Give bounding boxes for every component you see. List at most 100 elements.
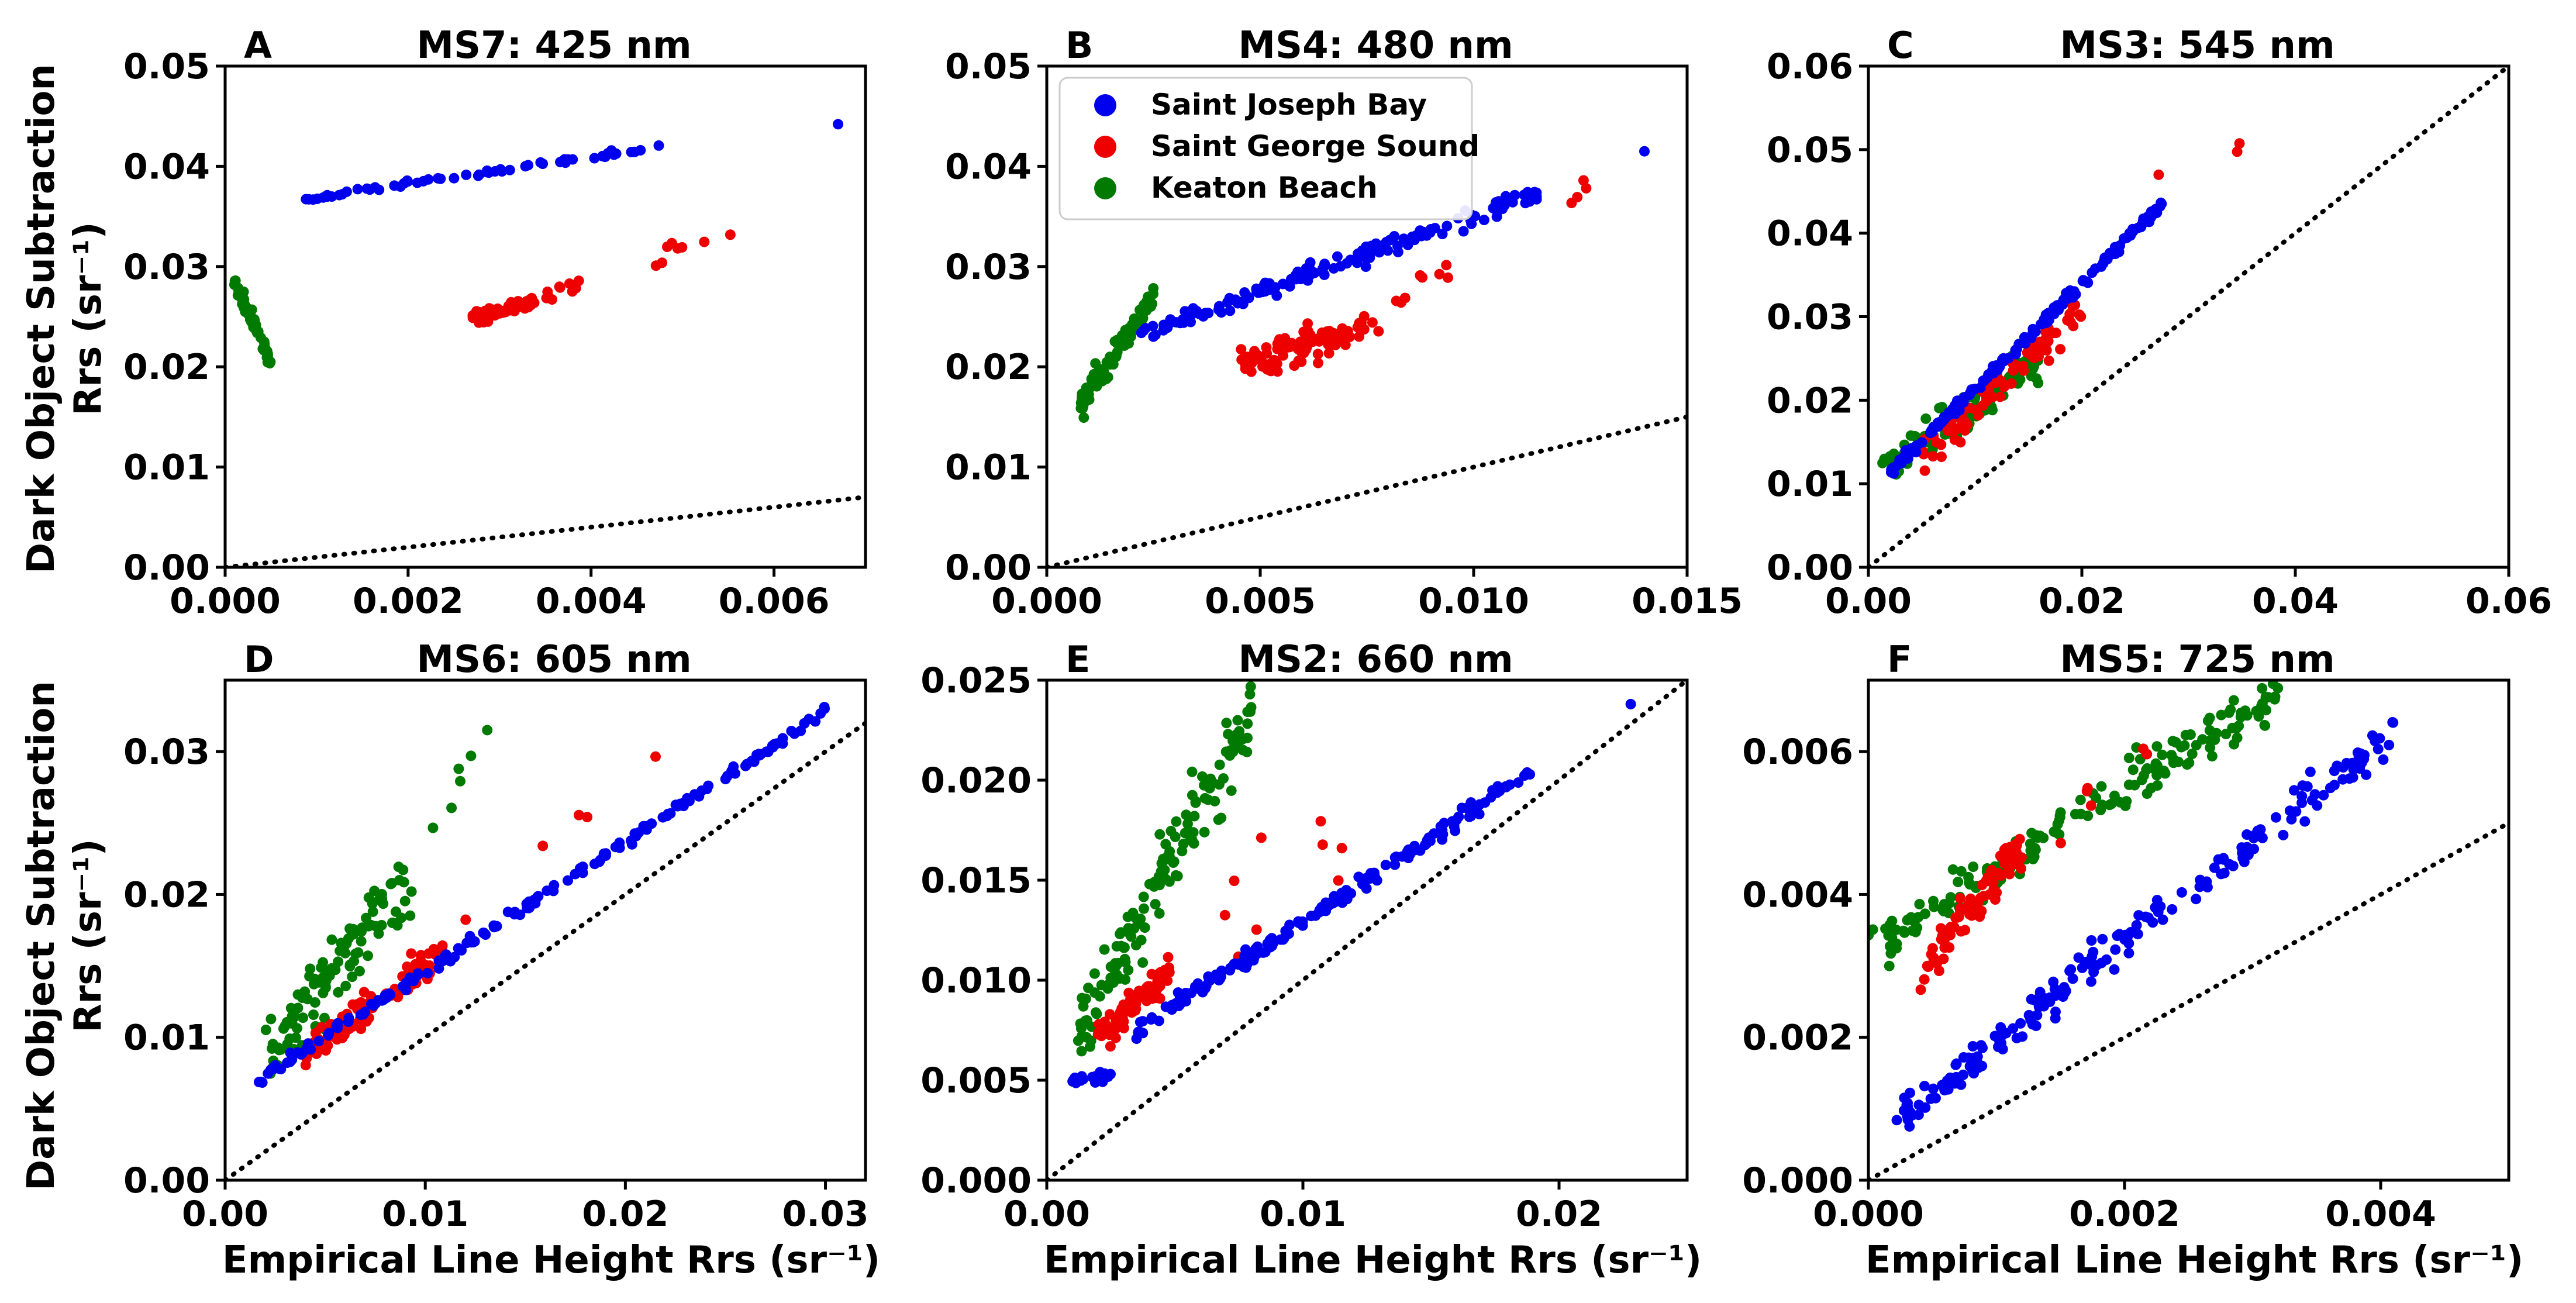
panel-e-point-saint-george-sound <box>1112 1022 1123 1033</box>
panel-f-ytick-label: 0.002 <box>1742 1018 1853 1059</box>
panel-e-point-keaton-beach <box>1137 957 1149 968</box>
panel-d-ytick-label: 0.02 <box>123 874 210 915</box>
panel-e-point-saint-george-sound <box>1152 976 1163 987</box>
panel-f-ytick-label: 0.006 <box>1742 732 1853 773</box>
panel-a-ytick-label: 0.03 <box>123 247 210 288</box>
panel-b-point-saint-joseph-bay <box>1260 279 1271 290</box>
panels-group: 0.000 0.002 0.004 0.006 0.00 0.01 0.02 0.03 0.04… <box>123 24 2552 1282</box>
panel-f-point-keaton-beach <box>2223 707 2234 718</box>
panel-f-point-saint-joseph-bay <box>2195 874 2206 885</box>
panel-f-point-keaton-beach <box>2075 808 2087 819</box>
panel-f-point-saint-george-sound <box>1956 926 1967 937</box>
panel-e-point-keaton-beach <box>1226 785 1237 796</box>
panel-e-point-keaton-beach <box>1120 957 1131 968</box>
panel-f-point-saint-joseph-bay <box>1920 1102 1931 1113</box>
panel-c-point-saint-joseph-bay <box>1900 451 1911 462</box>
panel-e-point-keaton-beach <box>1172 871 1183 881</box>
panel-e-point-saint-george-sound <box>1256 832 1267 843</box>
panel-c-xtick-label: 0.06 <box>2465 581 2552 622</box>
panel-d-point-saint-joseph-bay <box>404 972 415 983</box>
panel-e-ytick-label: 0.020 <box>920 760 1032 801</box>
panel-e-point-saint-joseph-bay <box>1229 959 1240 970</box>
panel-a-point-saint-joseph-bay <box>322 191 333 202</box>
panel-e-point-saint-george-sound <box>1333 875 1344 886</box>
panel-c-ytick-label: 0.03 <box>1767 297 1853 338</box>
panel-a-point-saint-joseph-bay <box>537 158 549 170</box>
panel-b-point-saint-george-sound <box>1302 318 1313 329</box>
panel-e-point-keaton-beach <box>1190 796 1201 807</box>
panel-b-point-saint-joseph-bay <box>1458 226 1469 237</box>
panel-b-point-saint-joseph-bay <box>1216 307 1227 318</box>
panel-e-point-saint-joseph-bay <box>1185 988 1196 998</box>
panel-b-point-saint-joseph-bay <box>1284 281 1295 292</box>
panel-d-point-saint-joseph-bay <box>282 1057 293 1068</box>
panel-f-point-saint-joseph-bay <box>1905 1087 1915 1098</box>
panel-f-point-keaton-beach <box>1914 899 1925 909</box>
panel-b-point-saint-george-sound <box>1293 356 1304 366</box>
panel-e-point-keaton-beach <box>1216 812 1227 823</box>
panel-d-point-saint-joseph-bay <box>682 792 693 804</box>
panel-e-point-saint-joseph-bay <box>1480 797 1491 808</box>
panel-e-point-keaton-beach <box>1199 826 1210 837</box>
panel-f-frame <box>1867 678 2511 1182</box>
panel-b-point-saint-joseph-bay <box>1466 218 1477 229</box>
panel-c-point-saint-joseph-bay <box>1933 421 1944 432</box>
panel-f-point-keaton-beach <box>2187 749 2198 759</box>
panel-e-point-keaton-beach <box>1099 944 1110 955</box>
panel-b-point-saint-george-sound <box>1434 268 1445 280</box>
panel-d-plot-area <box>225 702 865 1180</box>
panel-d-point-keaton-beach <box>453 763 464 774</box>
panel-e-ytick-label: 0.000 <box>920 1160 1032 1201</box>
panel-a-point-keaton-beach <box>258 336 270 347</box>
panel-e-point-saint-joseph-bay <box>1067 1076 1078 1087</box>
panel-e-point-keaton-beach <box>1221 718 1232 729</box>
panel-c-point-saint-joseph-bay <box>2041 317 2052 328</box>
panel-b-point-saint-george-sound <box>1417 272 1428 283</box>
panel-e-point-keaton-beach <box>1081 1015 1092 1026</box>
panel-e-point-saint-george-sound <box>1163 962 1174 973</box>
panel-a-letter: A <box>244 24 272 67</box>
panel-f-point-saint-george-sound <box>1977 880 1988 891</box>
panel-e-point-keaton-beach <box>1076 1023 1087 1034</box>
panel-d-point-saint-joseph-bay <box>598 848 609 859</box>
panel-b-point-saint-joseph-bay <box>1319 269 1330 280</box>
panel-b-point-saint-george-sound <box>1391 295 1402 306</box>
panel-b-point-saint-joseph-bay <box>1271 290 1282 301</box>
panel-d-point-saint-joseph-bay <box>268 1064 279 1074</box>
panel-f-point-saint-joseph-bay <box>2132 929 2143 940</box>
panel-d-point-keaton-beach <box>482 725 493 736</box>
panel-f-point-keaton-beach <box>1891 938 1902 949</box>
panel-c-one-to-one-line <box>1868 66 2509 567</box>
panel-e-point-saint-joseph-bay <box>1369 867 1380 878</box>
panel-f-point-keaton-beach <box>2151 770 2163 781</box>
panel-f-point-saint-joseph-bay <box>2348 764 2359 775</box>
panel-c-point-saint-george-sound <box>1977 400 1988 411</box>
panel-d-point-keaton-beach <box>344 959 356 970</box>
panel-e-ytick-label: 0.025 <box>920 660 1032 701</box>
panel-b-point-saint-joseph-bay <box>1177 314 1188 325</box>
panel-e-ytick-label: 0.005 <box>920 1060 1032 1101</box>
panel-d-point-keaton-beach <box>289 1011 301 1022</box>
panel-e-point-keaton-beach <box>1154 829 1165 840</box>
panel-e-point-saint-joseph-bay <box>1314 905 1325 916</box>
panel-f-point-keaton-beach <box>2054 812 2065 823</box>
panel-e-xtick-label: 0.01 <box>1260 1194 1346 1235</box>
panel-b-point-saint-joseph-bay <box>1148 331 1159 342</box>
panel-d-point-keaton-beach <box>333 956 344 967</box>
panel-e-point-keaton-beach <box>1245 681 1256 692</box>
panel-a-frame <box>223 64 867 569</box>
panel-b-point-saint-joseph-bay <box>1442 220 1453 232</box>
panel-f-point-keaton-beach <box>2106 798 2117 809</box>
panel-b-point-saint-joseph-bay <box>1402 239 1413 250</box>
panel-f-xtick-label: 0.004 <box>2325 1194 2436 1235</box>
panel-b-point-keaton-beach <box>1094 363 1105 374</box>
panel-e-point-keaton-beach <box>1165 826 1177 837</box>
panel-a-ytick-label: 0.05 <box>123 46 210 87</box>
panel-e-point-saint-joseph-bay <box>1197 987 1208 998</box>
panel-f-point-keaton-beach <box>2251 705 2262 716</box>
panel-f-point-keaton-beach <box>2233 721 2244 732</box>
panel-d-point-saint-joseph-bay <box>295 1049 306 1060</box>
panel-b-point-saint-george-sound <box>1264 359 1275 370</box>
panel-f-point-keaton-beach <box>2091 792 2102 804</box>
panel-f-point-saint-joseph-bay <box>2209 862 2220 873</box>
